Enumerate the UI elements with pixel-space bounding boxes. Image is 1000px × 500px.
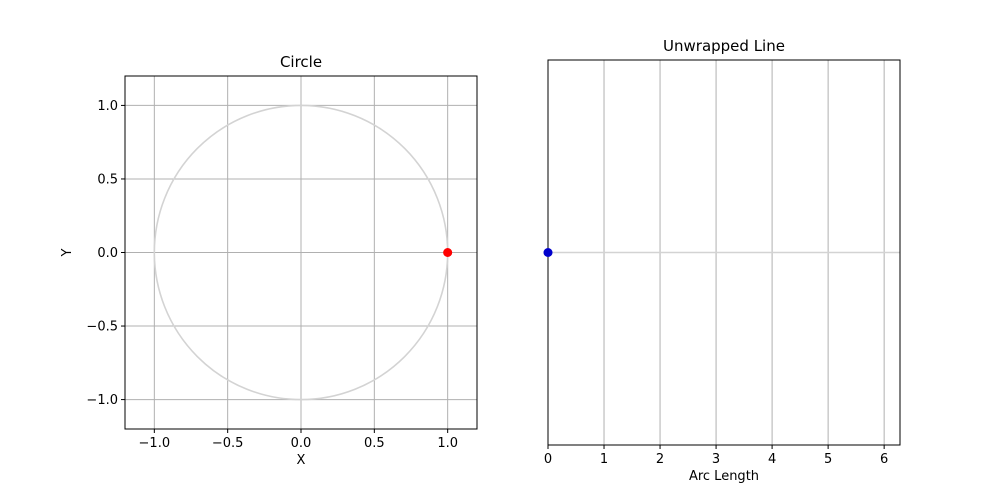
plot2-xlabel: Arc Length	[689, 469, 759, 484]
plot2-xtick-label-6: 6	[880, 452, 888, 467]
plot2-point-0	[543, 248, 553, 257]
plot2-xtick-label-2: 2	[656, 452, 664, 467]
plot1-title: Circle	[280, 53, 322, 71]
plot1-xtick-label-4: 1.0	[437, 436, 458, 451]
plot1-xlabel: X	[297, 453, 306, 468]
plot1-xtick-label-0: −1.0	[139, 436, 171, 451]
plot1-ytick-label-3: 0.5	[97, 172, 118, 187]
plot2-xtick-label-4: 4	[768, 452, 776, 467]
plot1-xtick-label-2: 0.0	[291, 436, 312, 451]
plot2-xtick-label-5: 5	[824, 452, 832, 467]
plot1-ytick-label-2: 0.0	[97, 246, 118, 261]
plot2-xtick-label-1: 1	[600, 452, 608, 467]
plot1-ytick-label-4: 1.0	[97, 99, 118, 114]
plot2-xtick-label-3: 3	[712, 452, 720, 467]
plot1-ylabel: Y	[60, 248, 75, 257]
plot2-xtick-label-0: 0	[544, 452, 552, 467]
plot1-ytick-label-0: −1.0	[86, 393, 118, 408]
plot2-title: Unwrapped Line	[663, 37, 785, 55]
plot1-xtick-label-3: 0.5	[364, 436, 385, 451]
plot1-point-0	[443, 248, 453, 257]
plot1-xtick-label-1: −0.5	[212, 436, 244, 451]
plot1-ytick-label-1: −0.5	[86, 320, 118, 335]
